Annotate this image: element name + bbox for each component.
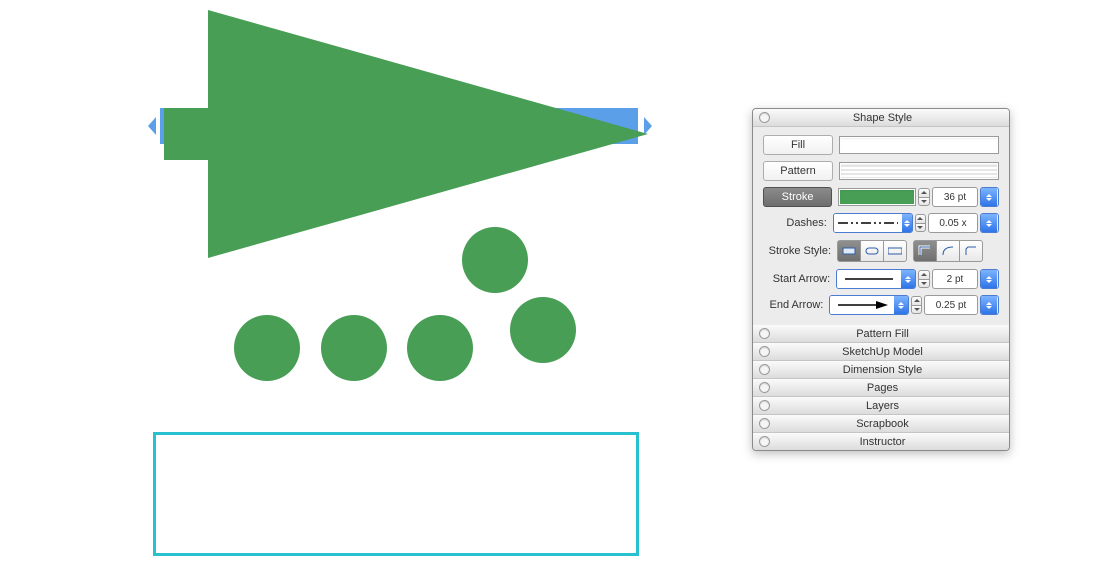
start-arrow-unit-select[interactable] [980,269,999,289]
section-title: Shape Style [776,112,1009,124]
stroke-style-label: Stroke Style: [763,245,837,257]
end-arrow-label: End Arrow: [763,299,829,311]
section-title: Scrapbook [776,418,1009,430]
dashes-select[interactable] [833,213,913,233]
green-circle[interactable] [462,227,528,293]
section-header-sketchup-model[interactable]: SketchUp Model [753,342,1009,360]
section-title: Layers [776,400,1009,412]
row-stroke-style: Stroke Style: [763,239,999,263]
inspector-panel[interactable]: Shape Style Fill Pattern Stroke 36 pt Da… [752,108,1010,451]
section-header-shape-style[interactable]: Shape Style [753,109,1009,126]
section-title: SketchUp Model [776,346,1009,358]
section-title: Pages [776,382,1009,394]
section-header-dimension-style[interactable]: Dimension Style [753,360,1009,378]
fill-swatch[interactable] [839,136,999,154]
dashes-stepper[interactable] [915,214,926,232]
stroke-width-stepper[interactable] [918,188,930,206]
close-icon[interactable] [759,418,770,429]
cap-style-group [837,240,907,262]
row-end-arrow: End Arrow: 0.25 pt [763,295,999,315]
section-title: Instructor [776,436,1009,448]
cap-square-icon[interactable] [884,240,907,262]
fill-button[interactable]: Fill [763,135,833,155]
shape-style-body: Fill Pattern Stroke 36 pt Dashes: [753,126,1009,325]
dashes-label: Dashes: [763,217,833,229]
selection-handle-left[interactable] [148,117,156,135]
stroke-width-field[interactable]: 36 pt [932,187,978,207]
close-icon[interactable] [759,364,770,375]
close-icon[interactable] [759,328,770,339]
section-header-scrapbook[interactable]: Scrapbook [753,414,1009,432]
end-arrow-stepper[interactable] [911,296,922,314]
green-circle[interactable] [321,315,387,381]
section-header-pattern-fill[interactable]: Pattern Fill [753,325,1009,342]
end-arrow-unit-select[interactable] [980,295,999,315]
green-circle[interactable] [407,315,473,381]
close-icon[interactable] [759,436,770,447]
cap-round-icon[interactable] [861,240,884,262]
close-icon[interactable] [759,112,770,123]
pattern-swatch[interactable] [839,162,999,180]
pattern-button[interactable]: Pattern [763,161,833,181]
selection-handle-right[interactable] [644,117,652,135]
stroke-button[interactable]: Stroke [763,187,832,207]
start-arrow-stepper[interactable] [918,270,930,288]
start-arrow-select[interactable] [836,269,916,289]
close-icon[interactable] [759,346,770,357]
green-circle[interactable] [510,297,576,363]
cyan-rectangle[interactable] [153,432,639,556]
row-stroke: Stroke 36 pt [763,187,999,207]
stroke-width-unit-select[interactable] [980,187,999,207]
close-icon[interactable] [759,400,770,411]
section-header-pages[interactable]: Pages [753,378,1009,396]
end-arrow-field[interactable]: 0.25 pt [924,295,978,315]
start-arrow-label: Start Arrow: [763,273,836,285]
section-header-instructor[interactable]: Instructor [753,432,1009,450]
start-arrow-field[interactable]: 2 pt [932,269,978,289]
join-miter-icon[interactable] [913,240,937,262]
join-style-group [913,240,983,262]
row-dashes: Dashes: 0.05 x [763,213,999,233]
row-pattern: Pattern [763,161,999,181]
selected-line-gap [185,108,207,144]
join-bevel-icon[interactable] [960,240,983,262]
dashes-field[interactable]: 0.05 x [928,213,978,233]
green-circle[interactable] [234,315,300,381]
join-round-icon[interactable] [937,240,960,262]
cap-butt-icon[interactable] [837,240,861,262]
dashes-unit-select[interactable] [980,213,999,233]
section-title: Pattern Fill [776,328,1009,340]
selection-midpoint-icon [388,120,434,134]
row-start-arrow: Start Arrow: 2 pt [763,269,999,289]
section-header-layers[interactable]: Layers [753,396,1009,414]
section-title: Dimension Style [776,364,1009,376]
row-fill: Fill [763,135,999,155]
close-icon[interactable] [759,382,770,393]
stroke-color-swatch[interactable] [838,188,916,206]
end-arrow-select[interactable] [829,295,909,315]
